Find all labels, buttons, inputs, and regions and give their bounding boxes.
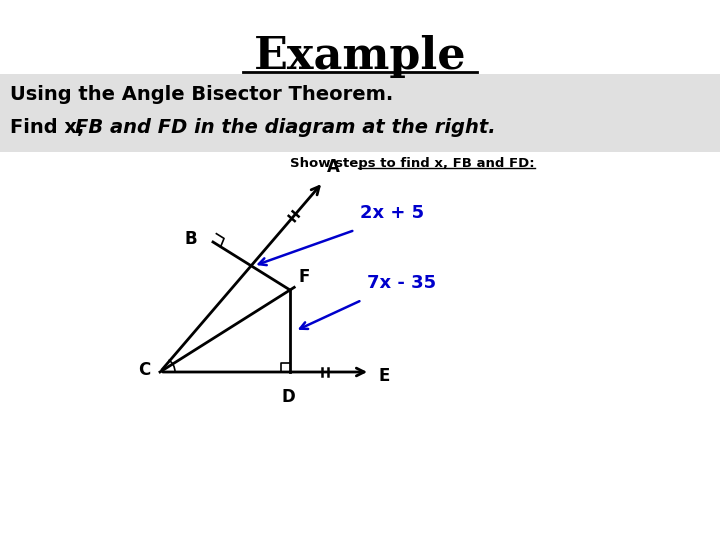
Text: D: D xyxy=(281,388,295,406)
Text: C: C xyxy=(138,361,150,379)
Text: 7x - 35: 7x - 35 xyxy=(367,274,436,292)
FancyBboxPatch shape xyxy=(0,74,720,152)
Text: A: A xyxy=(327,158,340,176)
Text: E: E xyxy=(378,367,390,385)
Text: B: B xyxy=(184,230,197,248)
Text: Find x,: Find x, xyxy=(10,118,91,137)
Text: Using the Angle Bisector Theorem.: Using the Angle Bisector Theorem. xyxy=(10,85,393,104)
Text: Example: Example xyxy=(253,35,467,78)
Text: F: F xyxy=(298,268,310,286)
Text: Show steps to find x, FB and FD:: Show steps to find x, FB and FD: xyxy=(290,157,535,170)
Text: FB and FD in the diagram at the right.: FB and FD in the diagram at the right. xyxy=(75,118,495,137)
Text: 2x + 5: 2x + 5 xyxy=(360,204,424,222)
